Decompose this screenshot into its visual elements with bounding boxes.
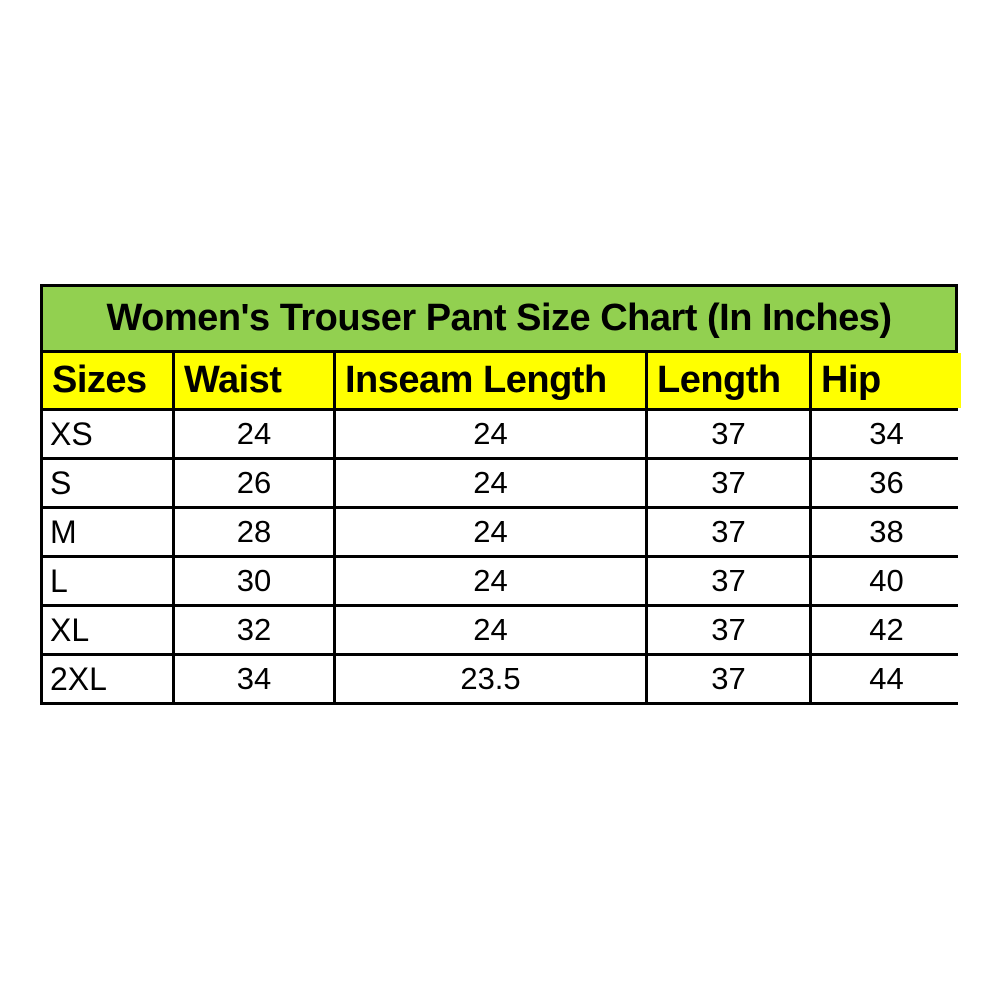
value-cell: 37	[648, 656, 809, 702]
size-label-cell: XS	[43, 411, 172, 457]
value-cell: 37	[648, 460, 809, 506]
column-header-waist: Waist	[175, 353, 333, 408]
value-cell: 37	[648, 411, 809, 457]
value-cell: 34	[812, 411, 961, 457]
size-label-cell: M	[43, 509, 172, 555]
value-cell: 24	[336, 509, 645, 555]
value-cell: 24	[336, 460, 645, 506]
value-cell: 28	[175, 509, 333, 555]
value-cell: 30	[175, 558, 333, 604]
value-cell: 24	[336, 411, 645, 457]
table-row: 2XL 34 23.5 37 44	[43, 656, 961, 702]
value-cell: 42	[812, 607, 961, 653]
table-row: XS 24 24 37 34	[43, 411, 961, 457]
column-header-hip: Hip	[812, 353, 961, 408]
column-header-sizes: Sizes	[43, 353, 172, 408]
value-cell: 24	[336, 558, 645, 604]
value-cell: 37	[648, 607, 809, 653]
size-label-cell: S	[43, 460, 172, 506]
value-cell: 24	[336, 607, 645, 653]
column-header-length: Length	[648, 353, 809, 408]
value-cell: 37	[648, 509, 809, 555]
value-cell: 36	[812, 460, 961, 506]
table-row: S 26 24 37 36	[43, 460, 961, 506]
value-cell: 37	[648, 558, 809, 604]
table-row: XL 32 24 37 42	[43, 607, 961, 653]
value-cell: 40	[812, 558, 961, 604]
value-cell: 26	[175, 460, 333, 506]
size-label-cell: XL	[43, 607, 172, 653]
value-cell: 24	[175, 411, 333, 457]
value-cell: 32	[175, 607, 333, 653]
table-row: L 30 24 37 40	[43, 558, 961, 604]
value-cell: 44	[812, 656, 961, 702]
value-cell: 34	[175, 656, 333, 702]
table-header-row: Sizes Waist Inseam Length Length Hip	[43, 353, 961, 408]
size-label-cell: L	[43, 558, 172, 604]
value-cell: 23.5	[336, 656, 645, 702]
size-label-cell: 2XL	[43, 656, 172, 702]
table-body: XS 24 24 37 34 S 26 24 37 36 M 28 24 37 38 L 30 24 37 40 XL 3…	[43, 411, 961, 702]
column-header-inseam-length: Inseam Length	[336, 353, 645, 408]
table-row: M 28 24 37 38	[43, 509, 961, 555]
table-title: Women's Trouser Pant Size Chart (In Inch…	[43, 287, 955, 350]
value-cell: 38	[812, 509, 961, 555]
size-chart-table: Women's Trouser Pant Size Chart (In Inch…	[40, 284, 961, 705]
